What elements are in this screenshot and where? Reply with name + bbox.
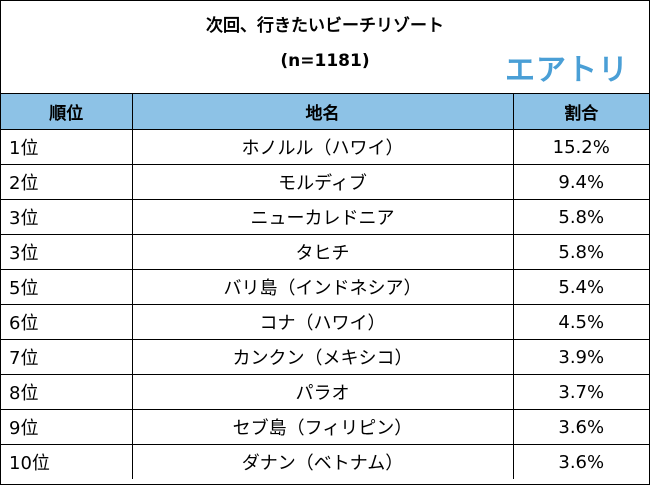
column-header-rank: 順位 bbox=[1, 94, 133, 130]
column-header-share: 割合 bbox=[512, 94, 649, 130]
sample-size: (n=1181) bbox=[280, 51, 370, 71]
rank-cell: 7位 bbox=[1, 339, 133, 375]
column-header-place: 地名 bbox=[131, 94, 514, 130]
ranking-table: 順位 地名 割合 1位 ホノルル（ハワイ） 15.2% 2位 モルディブ 9.4% 3位 ニュ… bbox=[1, 94, 649, 479]
rank-cell: 3位 bbox=[1, 234, 133, 270]
share-cell: 3.6% bbox=[512, 444, 649, 479]
share-cell: 3.7% bbox=[512, 374, 649, 410]
place-cell: セブ島（フィリピン） bbox=[131, 409, 514, 445]
table-row: 3位 タヒチ 5.8% bbox=[1, 234, 649, 270]
table-row: 7位 カンクン（メキシコ） 3.9% bbox=[1, 339, 649, 375]
table-header-row: 順位 地名 割合 bbox=[1, 94, 649, 130]
place-cell: ニューカレドニア bbox=[131, 199, 514, 235]
table-row: 1位 ホノルル（ハワイ） 15.2% bbox=[1, 129, 649, 165]
table-row: 9位 セブ島（フィリピン） 3.6% bbox=[1, 409, 649, 445]
table-row: 2位 モルディブ 9.4% bbox=[1, 164, 649, 200]
table-row: 3位 ニューカレドニア 5.8% bbox=[1, 199, 649, 235]
place-cell: コナ（ハワイ） bbox=[131, 304, 514, 340]
table-row: 5位 バリ島（インドネシア） 5.4% bbox=[1, 269, 649, 305]
place-cell: ホノルル（ハワイ） bbox=[131, 129, 514, 165]
rank-cell: 1位 bbox=[1, 129, 133, 165]
place-cell: タヒチ bbox=[131, 234, 514, 270]
share-cell: 15.2% bbox=[512, 129, 649, 165]
share-cell: 9.4% bbox=[512, 164, 649, 200]
share-cell: 3.9% bbox=[512, 339, 649, 375]
rank-cell: 6位 bbox=[1, 304, 133, 340]
place-cell: バリ島（インドネシア） bbox=[131, 269, 514, 305]
page-title: 次回、行きたいビーチリゾート bbox=[206, 16, 444, 36]
table-row: 6位 コナ（ハワイ） 4.5% bbox=[1, 304, 649, 340]
place-cell: パラオ bbox=[131, 374, 514, 410]
share-cell: 5.8% bbox=[512, 199, 649, 235]
table-row: 8位 パラオ 3.7% bbox=[1, 374, 649, 410]
rank-cell: 8位 bbox=[1, 374, 133, 410]
share-cell: 5.4% bbox=[512, 269, 649, 305]
place-cell: モルディブ bbox=[131, 164, 514, 200]
place-cell: ダナン（ベトナム） bbox=[131, 444, 514, 479]
rank-cell: 3位 bbox=[1, 199, 133, 235]
share-cell: 4.5% bbox=[512, 304, 649, 340]
rank-cell: 5位 bbox=[1, 269, 133, 305]
rank-cell: 2位 bbox=[1, 164, 133, 200]
table-row: 10位 ダナン（ベトナム） 3.6% bbox=[1, 444, 649, 479]
brand-logo: エアトリ bbox=[505, 53, 629, 88]
share-cell: 5.8% bbox=[512, 234, 649, 270]
rank-cell: 10位 bbox=[1, 444, 133, 479]
place-cell: カンクン（メキシコ） bbox=[131, 339, 514, 375]
share-cell: 3.6% bbox=[512, 409, 649, 445]
rank-cell: 9位 bbox=[1, 409, 133, 445]
title-box: 次回、行きたいビーチリゾート (n=1181) エアトリ bbox=[1, 1, 649, 94]
